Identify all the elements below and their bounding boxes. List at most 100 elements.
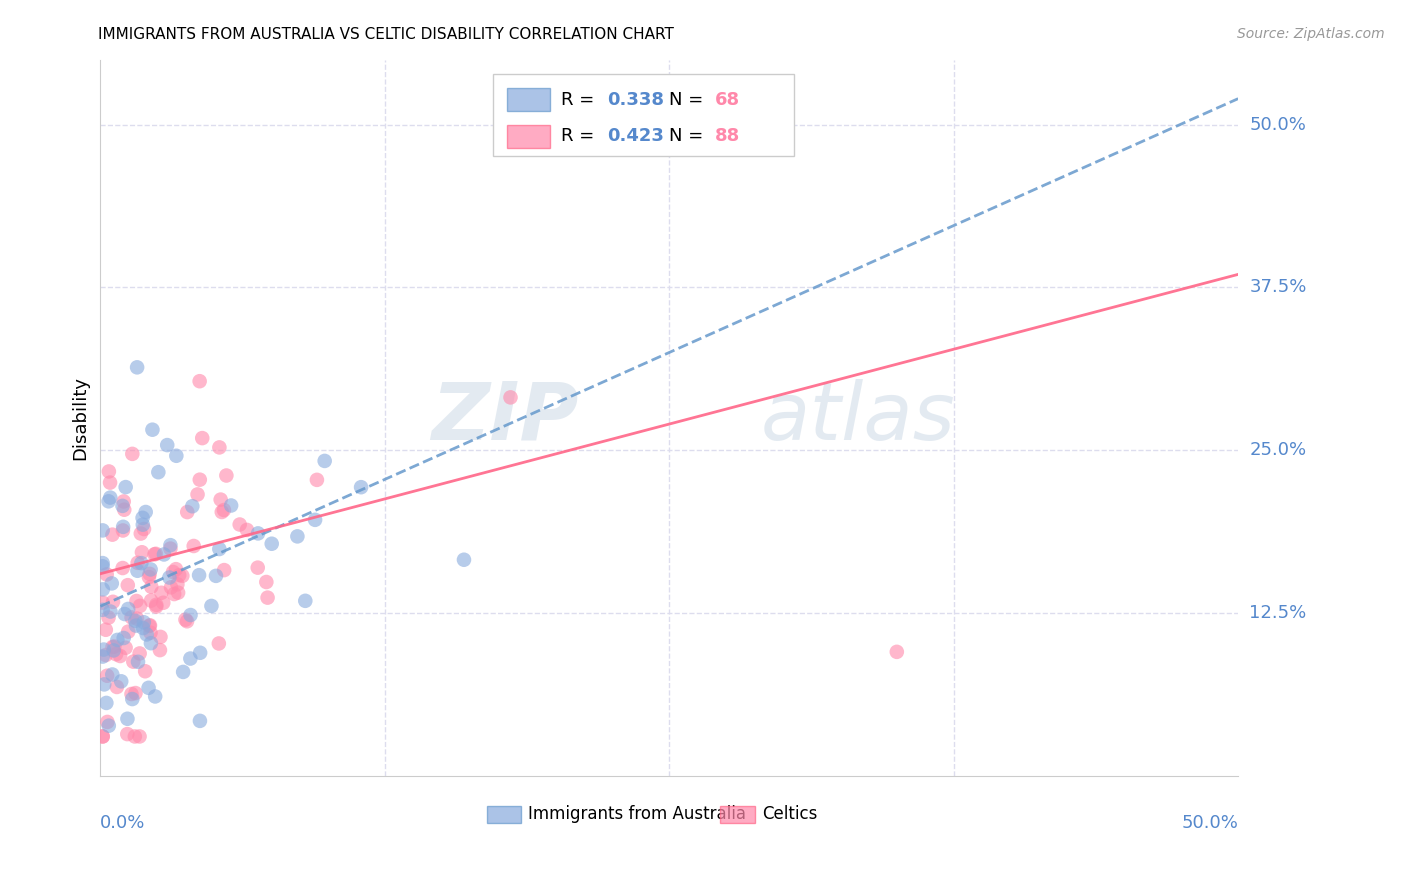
Point [187, 487, 209, 501]
Text: 12.5%: 12.5% [1250, 604, 1306, 622]
Point [117, 578, 139, 592]
Point [103, 643, 125, 657]
Point [132, 517, 155, 532]
Point [167, 568, 190, 582]
Text: 68: 68 [714, 91, 740, 109]
Point [211, 505, 233, 519]
Point [176, 505, 198, 519]
FancyBboxPatch shape [506, 125, 550, 147]
Point [209, 492, 232, 507]
Point [138, 681, 160, 695]
Point [101, 595, 124, 609]
Point [314, 454, 336, 468]
Point [162, 565, 184, 579]
Point [157, 570, 180, 584]
Point [886, 645, 908, 659]
Point [96, 669, 118, 683]
Point [112, 520, 135, 534]
Point [132, 522, 155, 536]
Point [139, 636, 162, 650]
Point [256, 591, 278, 605]
Point [208, 541, 231, 556]
Point [101, 667, 124, 681]
Point [166, 577, 188, 591]
Point [124, 614, 146, 628]
Point [205, 569, 228, 583]
Point [350, 480, 373, 494]
Point [138, 619, 160, 633]
Point [143, 690, 166, 704]
Point [103, 640, 125, 654]
Text: 88: 88 [714, 127, 740, 145]
Point [188, 473, 211, 487]
Text: ZIP: ZIP [430, 378, 578, 457]
Point [91, 524, 114, 538]
Point [127, 564, 149, 578]
Point [114, 640, 136, 655]
FancyBboxPatch shape [720, 805, 755, 822]
Point [108, 648, 131, 663]
Point [97, 465, 120, 479]
Text: IMMIGRANTS FROM AUSTRALIA VS CELTIC DISABILITY CORRELATION CHART: IMMIGRANTS FROM AUSTRALIA VS CELTIC DISA… [98, 27, 675, 42]
Point [91, 559, 114, 574]
Point [110, 674, 132, 689]
Point [122, 655, 145, 669]
Point [114, 607, 136, 621]
Point [131, 511, 153, 525]
Point [105, 680, 128, 694]
Point [96, 714, 118, 729]
Point [165, 562, 187, 576]
Text: R =: R = [561, 91, 600, 109]
Point [111, 499, 134, 513]
Point [200, 599, 222, 613]
Point [117, 602, 139, 616]
Point [208, 636, 231, 650]
Point [215, 468, 238, 483]
Text: R =: R = [561, 127, 600, 145]
Point [159, 541, 181, 556]
Text: Source: ZipAtlas.com: Source: ZipAtlas.com [1237, 27, 1385, 41]
Point [121, 692, 143, 706]
Point [219, 499, 242, 513]
Point [135, 627, 157, 641]
Text: N =: N = [669, 91, 709, 109]
Point [138, 566, 160, 581]
Text: 37.5%: 37.5% [1250, 278, 1306, 296]
Text: 50.0%: 50.0% [1181, 814, 1239, 832]
Point [305, 473, 328, 487]
Point [97, 494, 120, 508]
Point [304, 513, 326, 527]
Point [93, 642, 115, 657]
Point [97, 610, 120, 624]
Point [127, 360, 149, 375]
Point [174, 613, 197, 627]
Point [179, 651, 201, 665]
Point [128, 647, 150, 661]
Point [131, 545, 153, 559]
FancyBboxPatch shape [506, 88, 550, 112]
Point [160, 580, 183, 594]
Text: 0.338: 0.338 [606, 91, 664, 109]
Point [111, 561, 134, 575]
Point [98, 491, 121, 505]
Point [101, 576, 124, 591]
Point [260, 537, 283, 551]
Text: 0.0%: 0.0% [100, 814, 146, 832]
Point [125, 618, 148, 632]
Point [91, 730, 114, 744]
Point [149, 630, 172, 644]
Point [135, 505, 157, 519]
Point [246, 560, 269, 574]
Point [128, 730, 150, 744]
Point [91, 649, 114, 664]
Text: Celtics: Celtics [762, 805, 818, 823]
Point [112, 494, 135, 508]
Point [111, 524, 134, 538]
Point [101, 640, 124, 654]
Text: N =: N = [669, 127, 709, 145]
Point [100, 605, 122, 619]
Point [156, 438, 179, 452]
Point [139, 618, 162, 632]
Point [94, 623, 117, 637]
Point [129, 599, 152, 613]
